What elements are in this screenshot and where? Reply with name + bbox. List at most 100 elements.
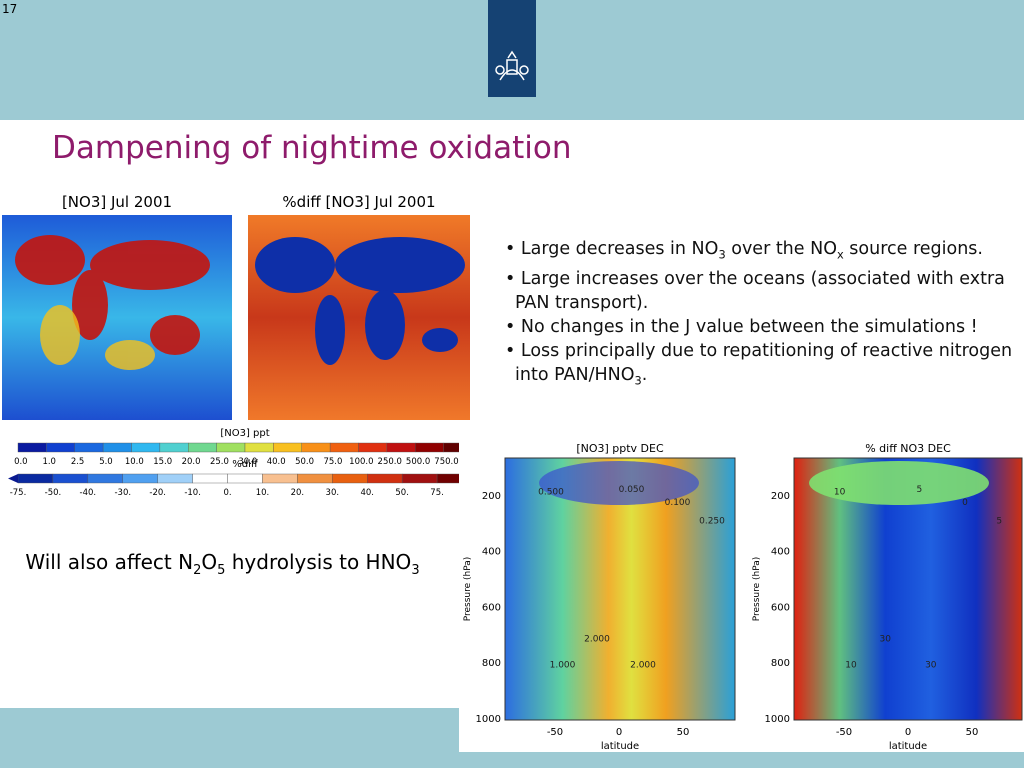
- colorbar-label: 75.0: [323, 457, 342, 467]
- plot-frame: [793, 457, 1023, 721]
- colorbar-cell: [102, 442, 132, 453]
- plot-frame: [504, 457, 736, 721]
- colorbar-label: 20.: [291, 488, 305, 498]
- colorbar-cell: [358, 442, 388, 453]
- y-tick-label: 400: [771, 547, 790, 558]
- colorbar-label: 25.0: [210, 457, 229, 467]
- axis-label: Pressure (hPa): [752, 557, 762, 622]
- colorbar-label: -10.: [184, 488, 201, 498]
- colorbar-label: 40.0: [267, 457, 286, 467]
- colorbar-cell: [17, 473, 54, 484]
- colorbar-cell: [244, 442, 274, 453]
- contour-label: 5: [996, 517, 1002, 527]
- colorbar-label: 10.0: [125, 457, 144, 467]
- colorbar-cell: [159, 442, 189, 453]
- colorbar-label: 5.0: [99, 457, 113, 467]
- contour-label: 0.050: [619, 485, 645, 495]
- colorbar-label: 40.: [360, 488, 374, 498]
- contour-label: 2.000: [630, 661, 656, 671]
- colorbar-cell: [46, 442, 75, 453]
- contour-label: 5: [917, 485, 923, 495]
- colorbar-cell: [157, 473, 193, 484]
- bullet: • Large increases over the oceans (assoc…: [505, 267, 1020, 315]
- contour-label: 1.000: [550, 661, 576, 671]
- text-part: • No changes in the J value between the …: [505, 316, 978, 337]
- colorbar-label: 0.: [223, 488, 231, 498]
- colorbar-label: 30.0: [238, 457, 257, 467]
- colorbar-cell: [367, 473, 403, 484]
- colorbar-cell: [386, 442, 416, 453]
- cross-sections: [NO3] pptv DEC latitude Pressure (hPa) 200 4…: [459, 438, 1024, 752]
- text-part: x: [836, 247, 844, 262]
- colorbar-cell: [262, 473, 298, 484]
- text-part: • Loss principally due to repatitioning …: [505, 340, 1013, 385]
- x-tick-label: 0: [616, 727, 622, 738]
- colorbar-cell: [131, 442, 161, 453]
- bullet: • No changes in the J value between the …: [505, 315, 1020, 339]
- contour-label: 0.250: [699, 517, 725, 527]
- colorbar-title: %diff: [232, 459, 259, 470]
- colorbar-label: 30.: [326, 488, 340, 498]
- contour-label: 0.100: [665, 498, 691, 508]
- text-part: Will also affect N: [25, 550, 194, 574]
- contour-label: 30: [879, 634, 891, 644]
- colorbar-cell: [122, 473, 158, 484]
- colorbar-cell: [227, 473, 263, 484]
- colorbar-label: 15.0: [153, 457, 172, 467]
- contour-label: 10: [845, 661, 857, 671]
- text-part: 2: [193, 563, 202, 578]
- colorbar-label: -40.: [80, 488, 97, 498]
- colorbar-label: 10.: [256, 488, 270, 498]
- y-tick-label: 200: [482, 491, 501, 502]
- text-part: O: [201, 550, 218, 574]
- text-part: over the NO: [725, 239, 837, 259]
- text-part: • Large increases over the oceans (assoc…: [505, 268, 1005, 313]
- map-title: [NO3] Jul 2001: [62, 193, 172, 211]
- colorbar-label: 0.0: [14, 457, 28, 467]
- y-tick-label: 1000: [765, 714, 790, 725]
- colorbar-cell: [415, 442, 444, 453]
- map-title: %diff [NO3] Jul 2001: [282, 193, 435, 211]
- text-part: 3: [411, 563, 420, 578]
- contour-label: 2.000: [584, 634, 610, 644]
- colorbar-cell: [301, 442, 331, 453]
- maps: [NO3] Jul 2001 %diff [NO3] Jul 2001 [NO3] …: [2, 193, 480, 498]
- colorbar-label: 750.0: [434, 457, 458, 467]
- y-tick-label: 200: [771, 491, 790, 502]
- plot-title: % diff NO3 DEC: [865, 442, 951, 455]
- contour-label: 0.500: [538, 488, 564, 498]
- colorbar-label: 50.0: [295, 457, 314, 467]
- text-part: • Large decreases in NO: [505, 239, 719, 259]
- colorbar-label: 50.: [395, 488, 409, 498]
- bullet: • Large decreases in NO3 over the NOx so…: [505, 237, 1020, 267]
- colorbar-label: 2.5: [71, 457, 85, 467]
- colorbar-cell: [52, 473, 89, 484]
- colorbar-cell: [74, 442, 104, 453]
- colorbar-cell: [332, 473, 368, 484]
- logo: [495, 50, 529, 81]
- contour-label: 30: [925, 661, 937, 671]
- axis-label: Pressure (hPa): [463, 557, 473, 622]
- colorbar-cell: [216, 442, 246, 453]
- y-tick-label: 800: [771, 658, 790, 669]
- colorbar-label: -50.: [45, 488, 62, 498]
- colorbar-label: 1.0: [42, 457, 56, 467]
- text-part: 5: [217, 563, 226, 578]
- colorbar-cell: [192, 473, 228, 484]
- logo-box: [488, 0, 536, 97]
- contour-label: 10: [834, 488, 846, 498]
- colorbar-label: -20.: [149, 488, 166, 498]
- colorbar-title: [NO3] ppt: [220, 428, 269, 439]
- x-tick-label: 0: [905, 727, 911, 738]
- colorbar-cell: [401, 473, 438, 484]
- colorbar-label: 75.: [430, 488, 444, 498]
- colorbar-label: -75.: [10, 488, 27, 498]
- colorbar-label: 250.0: [378, 457, 402, 467]
- note: Will also affect N2O5 hydrolysis to HNO3: [20, 549, 425, 584]
- y-tick-label: 800: [482, 658, 501, 669]
- text-part: 3: [634, 373, 642, 387]
- text-part: .: [641, 364, 648, 385]
- colorbar-cell: [87, 473, 123, 484]
- axis-label: latitude: [601, 741, 639, 752]
